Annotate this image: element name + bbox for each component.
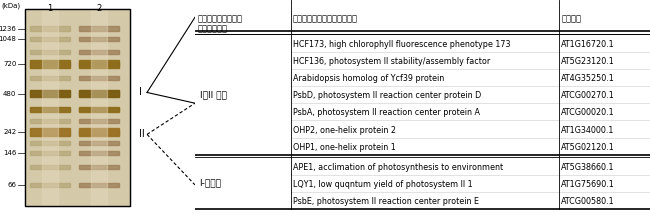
Bar xyxy=(91,9,107,206)
Text: Arabidopsis homolog of Ycf39 protein: Arabidopsis homolog of Ycf39 protein xyxy=(292,74,444,83)
Bar xyxy=(30,91,70,96)
Text: PsbE, photosystem II reaction center protein E: PsbE, photosystem II reaction center pro… xyxy=(292,197,479,206)
Text: AT4G35250.1: AT4G35250.1 xyxy=(562,74,615,83)
Bar xyxy=(30,141,70,145)
Bar xyxy=(79,50,119,54)
Text: 1236: 1236 xyxy=(0,26,16,32)
Text: AT5G23120.1: AT5G23120.1 xyxy=(562,57,615,66)
Bar xyxy=(42,9,58,206)
Bar xyxy=(79,60,119,68)
Text: AT5G38660.1: AT5G38660.1 xyxy=(562,163,615,172)
Bar xyxy=(30,108,70,111)
Text: HCF173, high chlorophyll fluorescence phenotype 173: HCF173, high chlorophyll fluorescence ph… xyxy=(292,40,510,49)
Bar xyxy=(30,151,70,155)
Text: 2: 2 xyxy=(97,4,102,13)
Bar xyxy=(79,128,119,136)
Text: OHP2, one-helix protein 2: OHP2, one-helix protein 2 xyxy=(292,126,396,135)
Text: ATCG00270.1: ATCG00270.1 xyxy=(562,91,615,100)
Bar xyxy=(79,183,119,187)
Text: HCF136, photosystem II stability/assembly factor: HCF136, photosystem II stability/assembl… xyxy=(292,57,490,66)
Bar xyxy=(79,76,119,80)
Text: IとII 共通: IとII 共通 xyxy=(200,90,226,99)
Bar xyxy=(30,50,70,54)
Bar xyxy=(25,9,130,206)
Bar xyxy=(79,91,119,96)
Text: ATCG00580.1: ATCG00580.1 xyxy=(562,197,615,206)
Text: (kDa): (kDa) xyxy=(1,2,21,9)
Bar xyxy=(79,26,119,31)
Bar xyxy=(30,90,70,97)
Text: 複合体に含まれるタンパク質: 複合体に含まれるタンパク質 xyxy=(292,14,358,23)
Bar xyxy=(79,130,119,135)
Text: AT1G75690.1: AT1G75690.1 xyxy=(562,180,615,189)
Bar xyxy=(30,76,70,80)
Text: 480: 480 xyxy=(3,91,16,97)
Bar xyxy=(30,37,70,41)
Bar xyxy=(30,130,70,135)
Text: 720: 720 xyxy=(3,61,16,67)
Text: AT5G02120.1: AT5G02120.1 xyxy=(562,143,615,152)
Text: PsbD, photosystem II reaction center protein D: PsbD, photosystem II reaction center pro… xyxy=(292,91,481,100)
Bar xyxy=(30,26,70,31)
Bar xyxy=(30,183,70,187)
Bar xyxy=(79,106,119,112)
Text: 66: 66 xyxy=(7,182,16,188)
Text: LQY1, low quqntum yield of photosystem II 1: LQY1, low quqntum yield of photosystem I… xyxy=(292,180,473,189)
Text: ATCG00020.1: ATCG00020.1 xyxy=(562,108,615,117)
Bar xyxy=(30,106,70,112)
Text: II: II xyxy=(140,129,145,139)
Bar xyxy=(79,62,119,66)
Bar xyxy=(30,165,70,169)
Bar xyxy=(79,90,119,97)
Text: AT1G16720.1: AT1G16720.1 xyxy=(562,40,615,49)
Text: I: I xyxy=(140,88,142,97)
Bar xyxy=(25,9,130,206)
Text: APE1, acclimation of photosynthesis to environment: APE1, acclimation of photosynthesis to e… xyxy=(292,163,503,172)
Text: I-特異的: I-特異的 xyxy=(200,179,222,188)
Text: 遅伝子名: 遅伝子名 xyxy=(562,14,581,23)
Bar xyxy=(79,151,119,155)
Bar xyxy=(79,37,119,41)
Text: AT1G34000.1: AT1G34000.1 xyxy=(562,126,615,135)
Bar xyxy=(79,108,119,111)
Bar xyxy=(30,60,70,68)
Text: 1: 1 xyxy=(47,4,53,13)
Bar xyxy=(79,119,119,123)
Text: 1048: 1048 xyxy=(0,36,16,42)
Bar xyxy=(30,62,70,66)
Bar xyxy=(30,119,70,123)
Bar xyxy=(79,165,119,169)
Text: 146: 146 xyxy=(3,150,16,156)
Text: タンパク質相関プロ
ファイリング: タンパク質相関プロ ファイリング xyxy=(198,14,242,33)
Bar xyxy=(30,128,70,136)
Text: OHP1, one-helix protein 1: OHP1, one-helix protein 1 xyxy=(292,143,396,152)
Text: 242: 242 xyxy=(3,129,16,135)
Text: PsbA, photosystem II reaction center protein A: PsbA, photosystem II reaction center pro… xyxy=(292,108,480,117)
Bar xyxy=(79,141,119,145)
